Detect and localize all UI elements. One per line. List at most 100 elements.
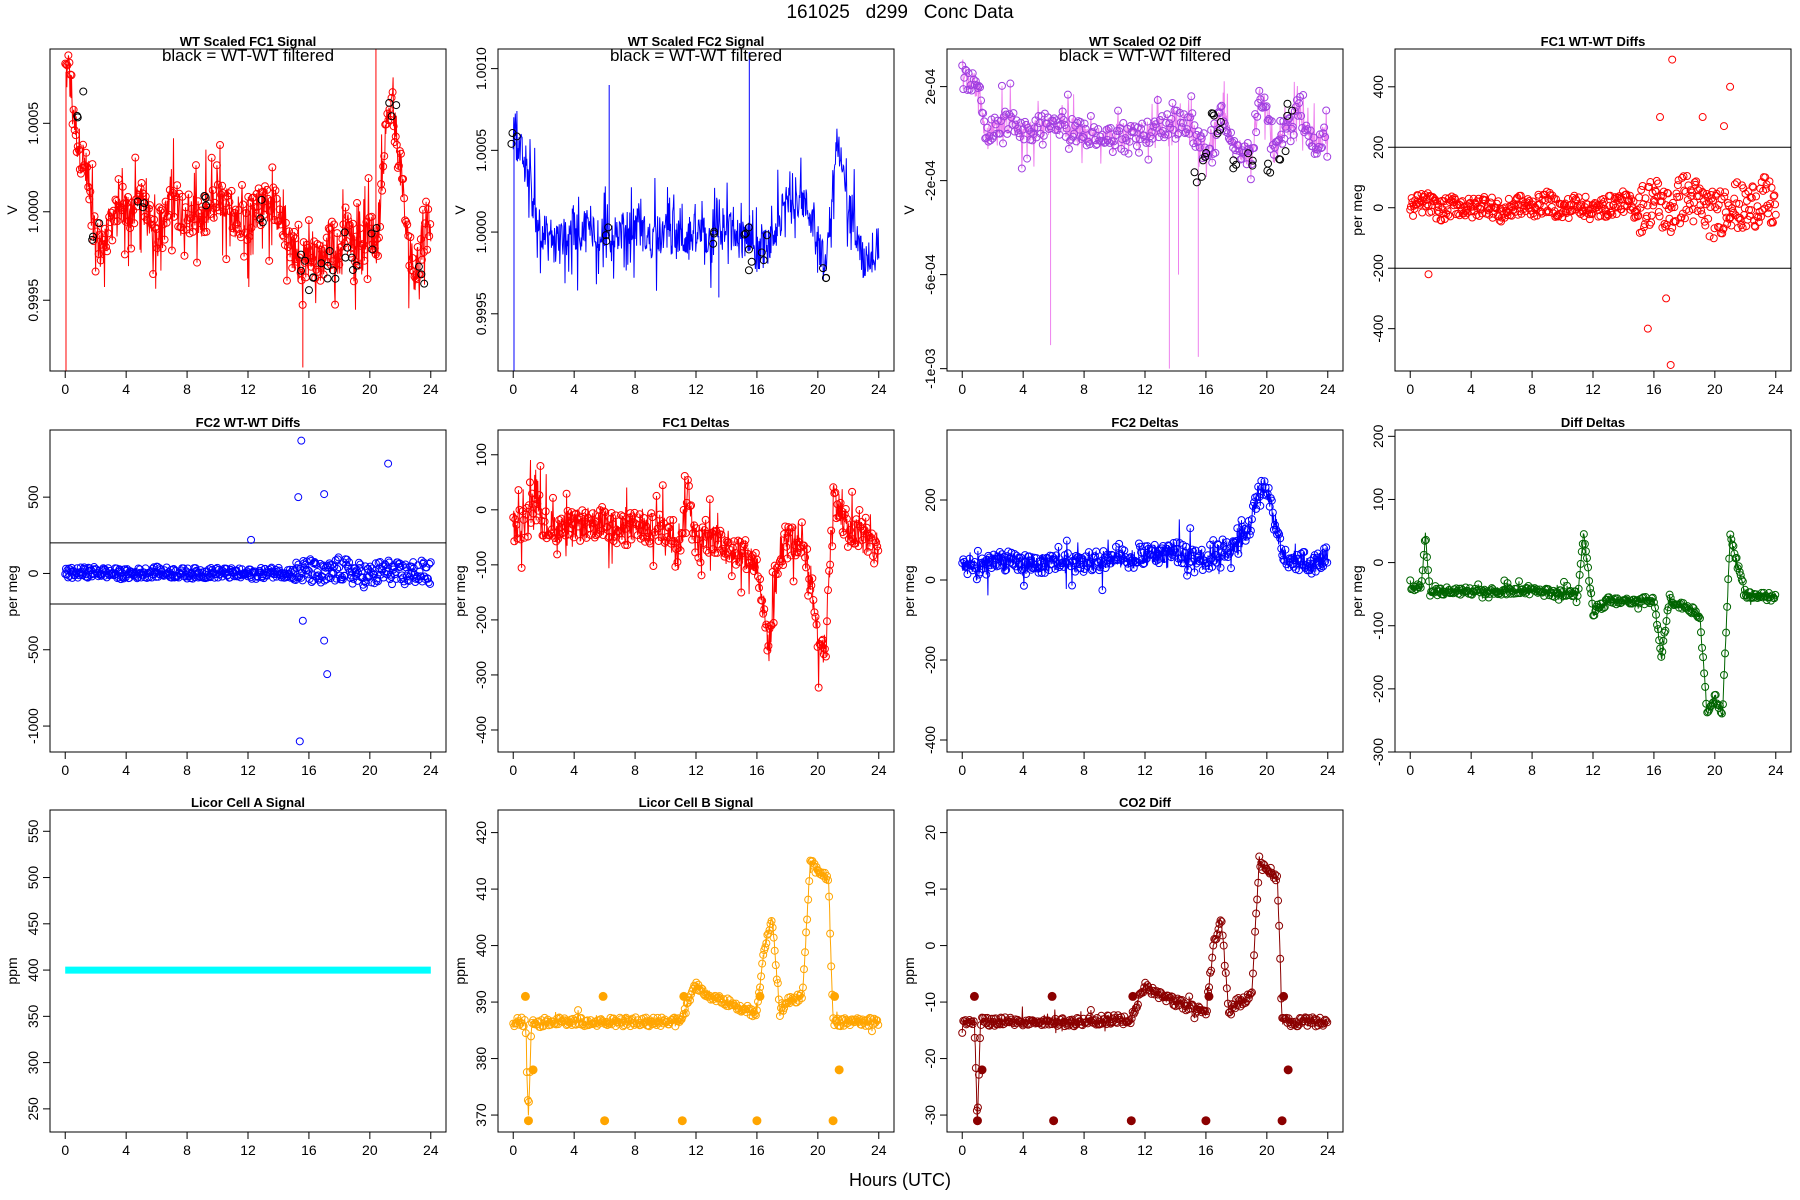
plot-area [61,49,435,371]
data-point [1190,121,1199,130]
data-point [1718,225,1727,234]
data-point [647,509,656,518]
y-axis-label: V [452,205,468,215]
data-point [1635,193,1644,202]
data-point [169,564,178,573]
data-point [860,525,869,534]
data-point [406,233,415,242]
data-point [331,300,340,309]
data-point [1094,125,1103,134]
data-point [153,244,162,253]
y-tick-label: -200 [1370,254,1386,282]
y-tick-label: -1000 [25,708,41,744]
data-point [653,1013,662,1022]
data-point [193,258,202,267]
data-point [1321,1015,1330,1024]
data-point [235,229,244,238]
data-point [188,574,197,583]
data-point [874,1020,883,1029]
data-point [291,234,300,243]
data-point [1248,969,1257,978]
data-point [189,215,198,224]
data-point [554,534,563,543]
data-point [1706,203,1715,212]
calibration-point [1049,1116,1059,1126]
data-point [1654,207,1663,216]
data-point [576,536,585,545]
data-point [821,652,830,661]
data-point [1424,270,1433,279]
data-point [1183,125,1192,134]
data-point [1717,195,1726,204]
calibration-point [977,1065,987,1075]
data-point [99,236,108,245]
y-tick-label: 0 [922,576,938,584]
filtered-point [88,232,97,241]
data-point [1178,118,1187,127]
data-point [1323,152,1332,161]
data-point [1251,927,1260,936]
x-tick-label: 8 [1080,1142,1088,1158]
y-tick-label: 300 [25,1051,41,1075]
data-point [1217,101,1226,110]
data-point [207,153,216,162]
x-tick-label: 0 [61,381,69,397]
y-tick-label: -200 [922,646,938,674]
data-point [322,575,331,584]
y-tick-label: 370 [473,1103,489,1127]
data-point [1646,178,1655,187]
data-point [1713,205,1722,214]
data-point [592,1021,601,1030]
data-point [1015,132,1024,141]
x-tick-label: 0 [1406,381,1414,397]
data-point [1653,620,1662,629]
data-point [714,540,723,549]
chart-note: black = WT-WT filtered [610,46,782,65]
page-title: 161025 d299 Conc Data [786,2,1014,23]
data-point [1232,995,1241,1004]
filtered-point [740,230,749,239]
data-point [1259,490,1268,499]
data-point [1225,548,1234,557]
data-point [404,576,413,585]
data-point [108,236,117,245]
x-tick-label: 24 [871,1142,887,1158]
data-point [1748,182,1757,191]
data-point [804,591,813,600]
data-point [120,250,129,259]
data-point [416,235,425,244]
data-point [812,620,821,629]
data-point [830,489,839,498]
data-point [769,618,778,627]
data-point [136,184,145,193]
data-point [1747,193,1756,202]
x-tick-label: 12 [240,1142,256,1158]
data-point [1233,1001,1242,1010]
y-tick-label: 1.0005 [25,102,41,145]
data-point [424,578,433,587]
data-point [1216,563,1225,572]
data-point [330,220,339,229]
filtered-point [417,270,426,279]
data-point [218,181,227,190]
data-point [1421,201,1430,210]
filtered-point [604,223,613,232]
data-point [1732,553,1741,562]
y-axis-label: V [4,205,20,215]
data-point [1155,116,1164,125]
data-point [1197,545,1206,554]
data-point [1647,594,1656,603]
data-point [874,546,883,555]
filtered-point [709,239,718,248]
y-tick-label: 200 [922,488,938,512]
data-point [993,116,1002,125]
data-point [1680,214,1689,223]
filtered-point [257,195,266,204]
data-point [1149,122,1158,131]
x-tick-label: 4 [122,1142,130,1158]
data-point [1186,113,1195,122]
x-tick-label: 24 [871,762,887,778]
data-point [1011,120,1020,129]
data-point [822,617,831,626]
data-point [1569,591,1578,600]
